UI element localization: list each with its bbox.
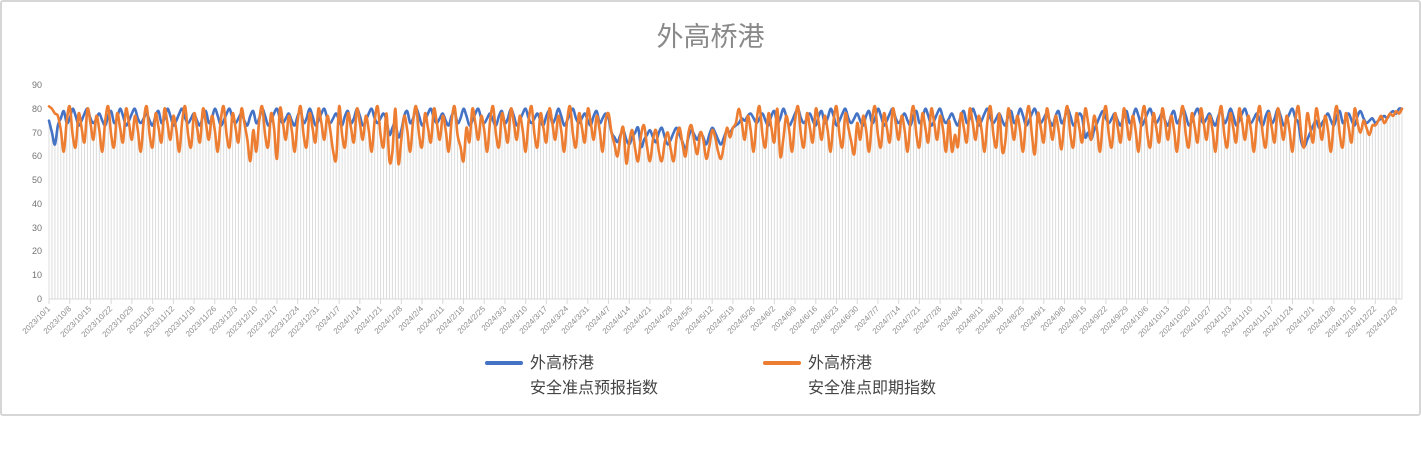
y-axis-tick-label: 70 bbox=[31, 127, 42, 138]
legend-label-spot: 外高桥港 安全准点即期指数 bbox=[808, 351, 936, 401]
plot-svg bbox=[47, 104, 1404, 304]
spot-line bbox=[47, 104, 1404, 166]
legend-forecast-line2: 安全准点预报指数 bbox=[529, 380, 658, 397]
forecast-line-swatch-icon bbox=[484, 361, 523, 365]
y-axis-tick-label: 80 bbox=[31, 103, 42, 114]
y-axis-tick-label: 20 bbox=[31, 246, 42, 257]
y-axis-tick-label: 50 bbox=[31, 175, 42, 186]
legend: 外高桥港 安全准点预报指数 外高桥港 安全准点即期指数 bbox=[2, 351, 1419, 401]
y-axis-tick-label: 40 bbox=[31, 198, 42, 209]
chart-title: 外高桥港 bbox=[656, 22, 765, 52]
x-axis-line bbox=[48, 298, 1402, 304]
y-axis-tick-label: 30 bbox=[31, 222, 42, 233]
y-axis-tick-label: 10 bbox=[31, 270, 42, 281]
legend-item-spot: 外高桥港 安全准点即期指数 bbox=[763, 351, 936, 401]
y-axis-tick-label: 60 bbox=[31, 151, 42, 162]
plot-area bbox=[47, 85, 1404, 311]
chart-window: { "colors": { "forecast_blue": "#4472C4"… bbox=[0, 0, 1421, 416]
legend-spot-line1: 外高桥港 bbox=[808, 355, 873, 372]
legend-item-forecast: 外高桥港 安全准点预报指数 bbox=[484, 351, 658, 401]
legend-forecast-line1: 外高桥港 bbox=[529, 355, 594, 372]
legend-label-forecast: 外高桥港 安全准点预报指数 bbox=[530, 351, 658, 401]
drop-lines bbox=[48, 108, 1403, 299]
legend-spot-line2: 安全准点即期指数 bbox=[808, 380, 937, 397]
spot-line-swatch-icon bbox=[763, 361, 801, 365]
y-axis-tick-label: 0 bbox=[36, 294, 42, 304]
y-axis-tick-label: 90 bbox=[31, 80, 42, 90]
